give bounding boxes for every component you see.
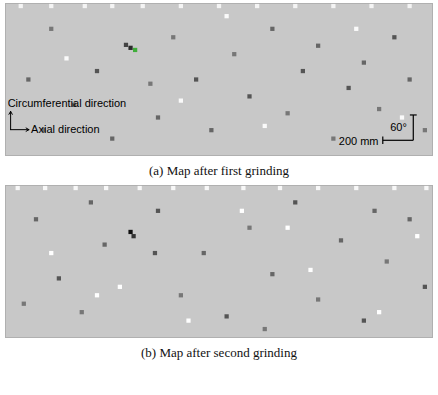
svg-text:Circumferential direction: Circumferential direction bbox=[8, 97, 127, 109]
svg-text:200 mm: 200 mm bbox=[339, 135, 379, 147]
svg-text:Axial direction: Axial direction bbox=[31, 123, 99, 135]
html-text:(b) Map after second grinding: (b) Map after second grinding bbox=[141, 345, 297, 360]
svg-text:60°: 60° bbox=[390, 121, 407, 133]
html-text:(a) Map after first grinding: (a) Map after first grinding bbox=[149, 163, 289, 178]
